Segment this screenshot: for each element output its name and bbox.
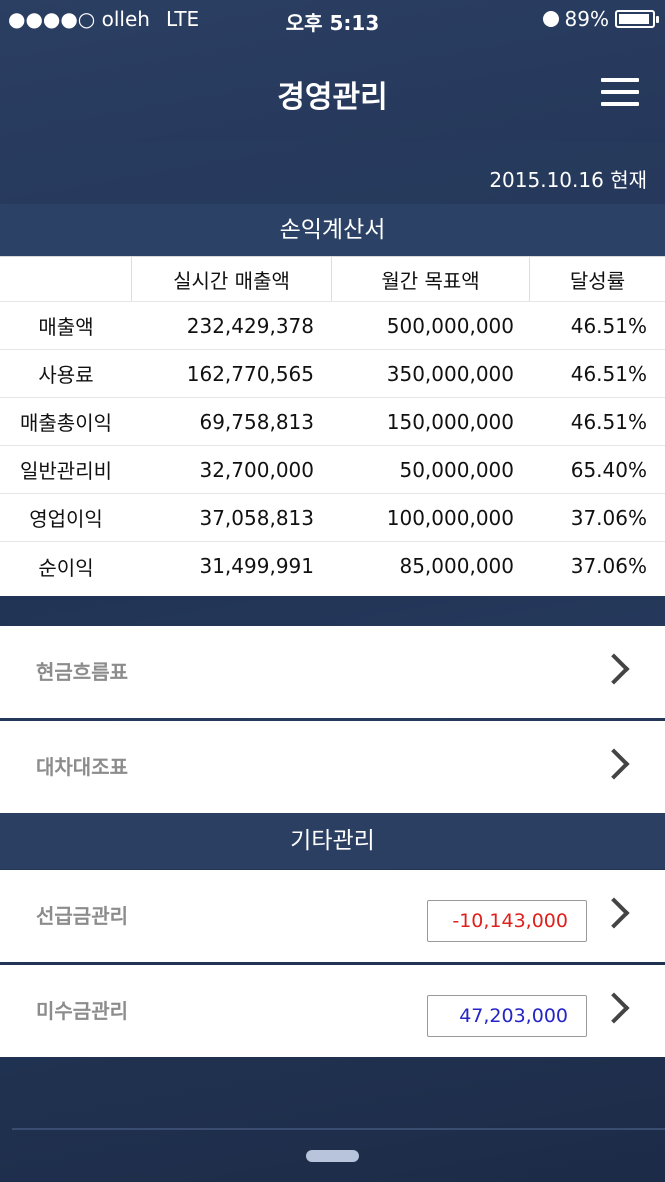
- row-target: 85,000,000: [399, 554, 514, 578]
- page-title: 경영관리: [277, 80, 388, 115]
- row-realtime: 69,758,813: [199, 409, 314, 434]
- row-realtime: 31,499,991: [199, 554, 314, 578]
- row-realtime: 232,429,378: [186, 313, 314, 338]
- app-header: 경영관리: [0, 38, 665, 142]
- prepayment-menu-item[interactable]: 선급금관리 -10,143,000: [0, 870, 665, 962]
- drawer-handle[interactable]: [306, 1150, 359, 1162]
- hamburger-menu-icon[interactable]: [601, 78, 639, 106]
- receivable-label: 미수금관리: [36, 999, 128, 1023]
- table-row: 영업이익 37,058,813 100,000,000 37.06%: [0, 494, 665, 542]
- status-left: ●●●●○ olleh LTE: [8, 7, 199, 31]
- row-realtime: 162,770,565: [186, 361, 314, 386]
- table-header-target: 월간 목표액: [332, 257, 530, 301]
- row-label: 영업이익: [29, 507, 103, 531]
- status-time: 오후 5:13: [285, 11, 380, 35]
- table-header-rate: 달성률: [569, 268, 626, 293]
- chevron-right-icon: [598, 748, 630, 780]
- table-row: 일반관리비 32,700,000 50,000,000 65.40%: [0, 446, 665, 494]
- battery-percent: 89%: [564, 7, 609, 31]
- row-target: 100,000,000: [386, 505, 514, 530]
- balance-sheet-label: 대차대조표: [36, 755, 128, 779]
- row-rate: 37.06%: [570, 554, 647, 578]
- table-header-row: 실시간 매출액 월간 목표액 달성률: [0, 256, 665, 302]
- bottom-divider: [12, 1128, 665, 1130]
- table-header-realtime: 실시간 매출액: [132, 257, 332, 301]
- carrier-signal: ●●●●○ olleh: [8, 7, 150, 31]
- row-rate: 46.51%: [570, 361, 647, 386]
- table-row: 매출총이익 69,758,813 150,000,000 46.51%: [0, 398, 665, 446]
- other-management-title: 기타관리: [0, 813, 665, 869]
- network-type: LTE: [165, 7, 200, 31]
- status-bar: ●●●●○ olleh LTE 오후 5:13 89%: [0, 0, 665, 38]
- row-label: 일반관리비: [20, 459, 112, 483]
- table-header-blank: [0, 257, 132, 301]
- income-statement-table: 실시간 매출액 월간 목표액 달성률 매출액 232,429,378 500,0…: [0, 256, 665, 596]
- income-statement-title: 손익계산서: [0, 204, 665, 256]
- row-target: 350,000,000: [386, 361, 514, 386]
- row-label: 순이익: [38, 555, 94, 580]
- row-target: 500,000,000: [386, 313, 514, 338]
- row-label: 사용료: [38, 363, 94, 387]
- battery-fill: [619, 14, 649, 24]
- row-label: 매출총이익: [20, 411, 112, 435]
- row-rate: 65.40%: [570, 457, 647, 482]
- row-rate: 46.51%: [570, 409, 647, 434]
- table-row: 매출액 232,429,378 500,000,000 46.51%: [0, 302, 665, 350]
- chevron-right-icon: [598, 653, 630, 685]
- row-realtime: 32,700,000: [199, 457, 314, 482]
- status-right: 89%: [542, 7, 659, 31]
- prepayment-label: 선급금관리: [36, 904, 128, 928]
- cashflow-menu-item[interactable]: 현금흐름표: [0, 626, 665, 718]
- table-row: 사용료 162,770,565 350,000,000 46.51%: [0, 350, 665, 398]
- battery-icon: [615, 10, 659, 28]
- prepayment-amount: -10,143,000: [427, 900, 587, 942]
- receivable-amount: 47,203,000: [427, 995, 587, 1037]
- row-label: 매출액: [38, 315, 94, 339]
- cashflow-label: 현금흐름표: [36, 660, 128, 684]
- balance-sheet-menu-item[interactable]: 대차대조표: [0, 721, 665, 813]
- chevron-right-icon: [598, 897, 630, 929]
- row-target: 150,000,000: [386, 409, 514, 434]
- row-rate: 37.06%: [570, 505, 647, 530]
- chevron-right-icon: [598, 992, 630, 1024]
- row-realtime: 37,058,813: [199, 505, 314, 530]
- alarm-icon: [542, 11, 559, 27]
- date-bar: 2015.10.16 현재: [0, 142, 665, 204]
- row-rate: 46.51%: [570, 313, 647, 338]
- receivable-menu-item[interactable]: 미수금관리 47,203,000: [0, 965, 665, 1057]
- table-row: 순이익 31,499,991 85,000,000 37.06%: [0, 542, 665, 590]
- row-target: 50,000,000: [399, 457, 514, 482]
